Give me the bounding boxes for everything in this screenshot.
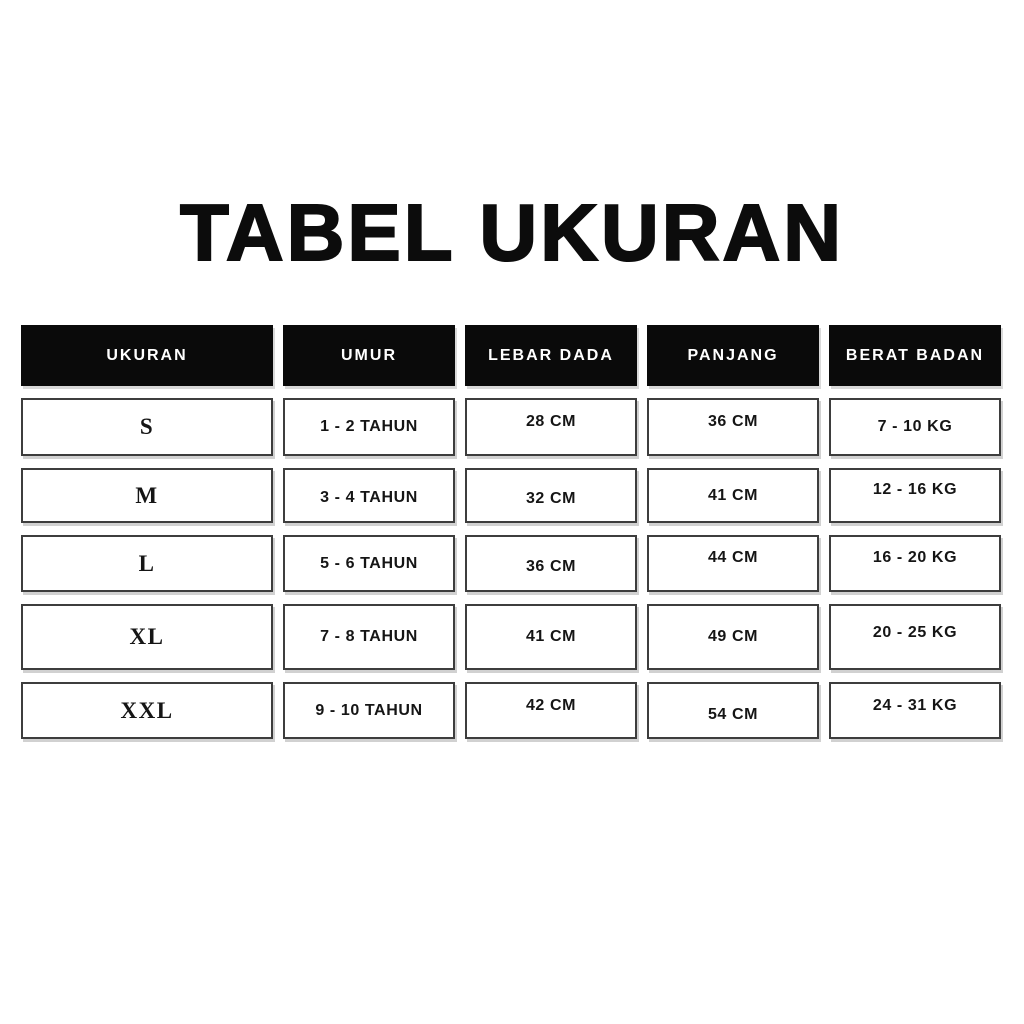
column-header-berat-badan: BERAT BADAN: [829, 325, 1001, 386]
column-header-lebar-dada: LEBAR DADA: [465, 325, 637, 386]
cell-row3-panjang: 44 CM: [647, 535, 819, 592]
cell-row3-berat-badan: 16 - 20 KG: [829, 535, 1001, 592]
cell-row1-umur: 1 - 2 TAHUN: [283, 398, 455, 456]
cell-row5-ukuran: XXL: [21, 682, 273, 739]
cell-row1-panjang: 36 CM: [647, 398, 819, 456]
cell-row1-berat-badan: 7 - 10 KG: [829, 398, 1001, 456]
cell-row4-lebar-dada: 41 CM: [465, 604, 637, 670]
cell-row2-panjang: 41 CM: [647, 468, 819, 523]
cell-row2-ukuran: M: [21, 468, 273, 523]
cell-row5-berat-badan: 24 - 31 KG: [829, 682, 1001, 739]
page-title: TABEL UKURAN: [179, 188, 845, 277]
cell-row5-lebar-dada: 42 CM: [465, 682, 637, 739]
cell-row3-ukuran: L: [21, 535, 273, 592]
column-header-umur: UMUR: [283, 325, 455, 386]
cell-row2-umur: 3 - 4 TAHUN: [283, 468, 455, 523]
size-table: UKURAN UMUR LEBAR DADA PANJANG BERAT BAD…: [21, 325, 1001, 739]
cell-row4-panjang: 49 CM: [647, 604, 819, 670]
cell-row4-umur: 7 - 8 TAHUN: [283, 604, 455, 670]
cell-row1-lebar-dada: 28 CM: [465, 398, 637, 456]
cell-row5-umur: 9 - 10 TAHUN: [283, 682, 455, 739]
cell-row2-berat-badan: 12 - 16 KG: [829, 468, 1001, 523]
cell-row3-lebar-dada: 36 CM: [465, 535, 637, 592]
column-header-panjang: PANJANG: [647, 325, 819, 386]
cell-row5-panjang: 54 CM: [647, 682, 819, 739]
cell-row4-ukuran: XL: [21, 604, 273, 670]
cell-row4-berat-badan: 20 - 25 KG: [829, 604, 1001, 670]
column-header-ukuran: UKURAN: [21, 325, 273, 386]
cell-row1-ukuran: S: [21, 398, 273, 456]
cell-row2-lebar-dada: 32 CM: [465, 468, 637, 523]
cell-row3-umur: 5 - 6 TAHUN: [283, 535, 455, 592]
